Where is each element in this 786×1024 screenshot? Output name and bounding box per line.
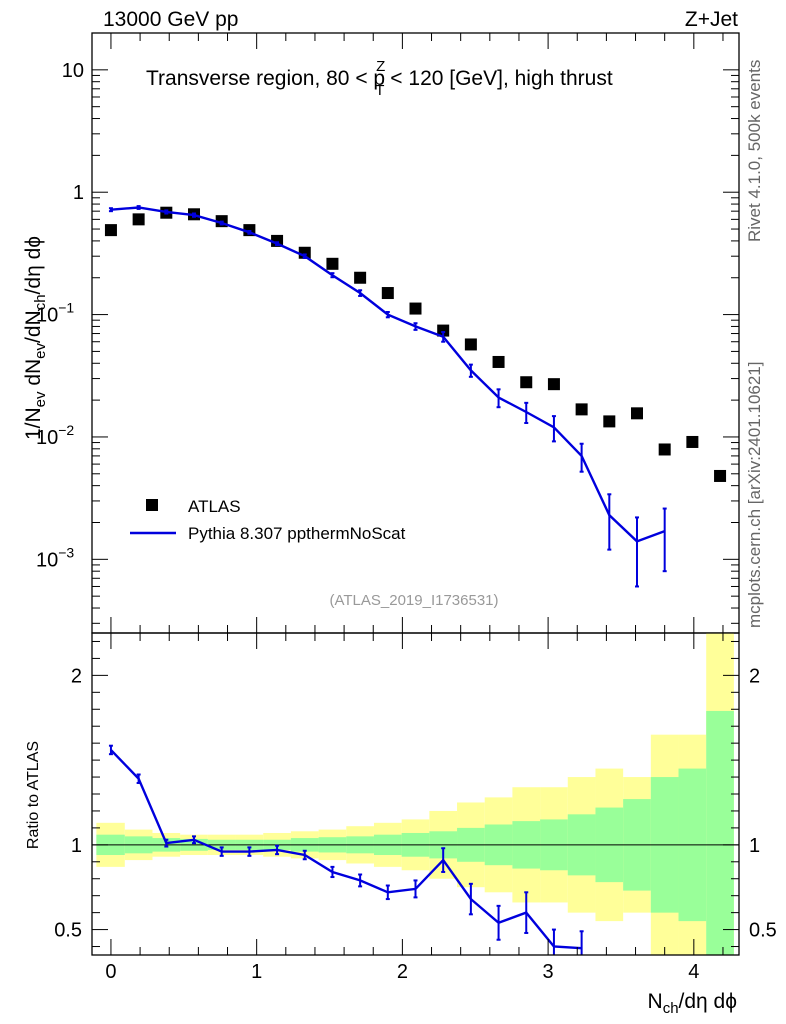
ratio-plot-axes: 2 2 1 1 0.5 0.5 0 1 2 3 4 bbox=[54, 632, 777, 983]
ratio-panel: 2 2 1 1 0.5 0.5 0 1 2 3 4 Ratio to ATLAS Nch/dη dϕ bbox=[25, 632, 777, 1017]
ratio-y-axis-label: Ratio to ATLAS bbox=[25, 741, 42, 849]
atlas-data-point bbox=[409, 302, 422, 315]
atlas-data-point bbox=[658, 443, 671, 456]
ratio-y-tick-label-right: 1 bbox=[749, 835, 760, 857]
ratio-y-tick-label-left: 2 bbox=[71, 665, 82, 687]
atlas-data-point bbox=[132, 213, 145, 226]
x-tick-label: 2 bbox=[397, 961, 408, 983]
main-plot-axes: 10 1 10−1 10−2 10−3 bbox=[36, 32, 740, 634]
legend-pythia-label: Pythia 8.307 ppthermNoScat bbox=[188, 524, 406, 543]
main-y-axis-label: 1/Nev dNev/dNch/dη dϕ bbox=[22, 236, 49, 440]
atlas-data-point bbox=[686, 435, 699, 448]
main-y-tick-label: 1 bbox=[73, 182, 84, 204]
main-y-tick-label: 10−2 bbox=[36, 422, 74, 449]
main-plot-marks bbox=[104, 205, 727, 588]
atlas-data-point bbox=[630, 407, 643, 420]
main-panel: 10 1 10−1 10−2 10−3 Transverse region, 80 < … bbox=[22, 32, 740, 634]
mcplots-side-label: mcplots.cern.ch [arXiv:2401.10621] bbox=[745, 362, 764, 628]
atlas-data-point bbox=[520, 376, 533, 389]
atlas-data-point bbox=[326, 257, 339, 270]
legend-atlas-label: ATLAS bbox=[188, 497, 241, 516]
svg-text:1/Nev dNev/dNch/dη dϕ: 1/Nev dNev/dNch/dη dϕ bbox=[22, 236, 49, 440]
ratio-y-tick-label-left: 1 bbox=[71, 835, 82, 857]
svg-text:Nch/dη dϕ: Nch/dη dϕ bbox=[648, 990, 737, 1017]
stat-band-bin bbox=[706, 710, 734, 955]
x-tick-label: 3 bbox=[543, 961, 554, 983]
atlas-data-point bbox=[575, 403, 588, 416]
pythia-line bbox=[110, 206, 666, 543]
atlas-data-point bbox=[354, 271, 367, 284]
ratio-pythia-line bbox=[110, 749, 582, 950]
atlas-data-point bbox=[381, 287, 394, 300]
x-axis-label: Nch/dη dϕ bbox=[648, 990, 737, 1017]
atlas-data-point bbox=[104, 224, 117, 237]
ratio-y-tick-label-right: 2 bbox=[749, 665, 760, 687]
main-y-tick-label: 10−1 bbox=[36, 300, 74, 327]
rivet-side-label: Rivet 4.1.0, 500k events bbox=[745, 60, 764, 242]
ratio-y-tick-label-right: 0.5 bbox=[749, 920, 777, 942]
atlas-data-point bbox=[547, 378, 560, 391]
analysis-id-label: (ATLAS_2019_I1736531) bbox=[329, 592, 498, 609]
atlas-data-point bbox=[714, 469, 727, 482]
x-tick-label: 1 bbox=[251, 961, 262, 983]
ratio-y-tick-label-left: 0.5 bbox=[54, 920, 82, 942]
main-title: Transverse region, 80 < pZ T < 120 [GeV],… bbox=[146, 58, 613, 99]
main-y-tick-label: 10−3 bbox=[36, 544, 74, 571]
x-tick-label: 4 bbox=[688, 961, 699, 983]
atlas-data-point bbox=[603, 415, 616, 428]
main-frame bbox=[91, 32, 740, 634]
legend-atlas-marker bbox=[146, 499, 158, 511]
atlas-data-point bbox=[437, 324, 450, 337]
main-y-tick-label: 10 bbox=[62, 60, 84, 82]
atlas-data-point bbox=[298, 246, 311, 259]
atlas-data-point bbox=[492, 355, 505, 368]
legend: ATLAS Pythia 8.307 ppthermNoScat bbox=[130, 497, 406, 543]
header-right-label: Z+Jet bbox=[685, 8, 738, 31]
atlas-data-point bbox=[464, 338, 477, 351]
ratio-uncertainty-bands bbox=[96, 633, 734, 955]
header-left-label: 13000 GeV pp bbox=[103, 8, 238, 31]
ratio-plot-marks bbox=[92, 744, 739, 955]
x-tick-label: 0 bbox=[105, 961, 116, 983]
